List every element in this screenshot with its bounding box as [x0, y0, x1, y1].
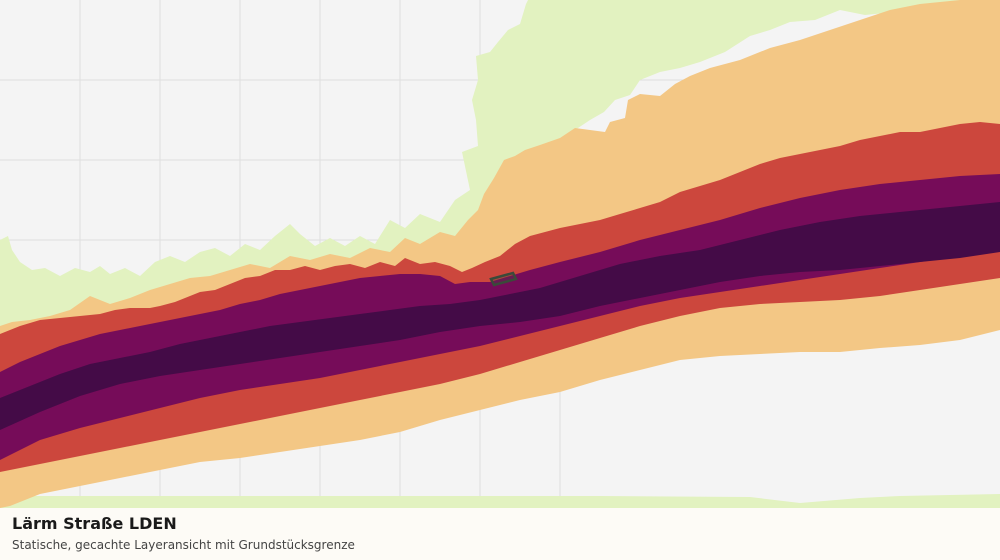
layer-subtitle: Statische, gecachte Layeransicht mit Gru… — [12, 538, 355, 552]
map-canvas — [0, 0, 1000, 508]
noise-band-1-bottom — [0, 494, 1000, 508]
noise-band-1 — [0, 0, 1000, 332]
map-viewport[interactable] — [0, 0, 1000, 508]
layer-title: Lärm Straße LDEN — [12, 514, 177, 533]
parcel-boundary[interactable] — [489, 271, 518, 287]
map-caption: Lärm Straße LDEN Statische, gecachte Lay… — [0, 508, 1000, 560]
noise-band-5 — [0, 202, 1000, 430]
